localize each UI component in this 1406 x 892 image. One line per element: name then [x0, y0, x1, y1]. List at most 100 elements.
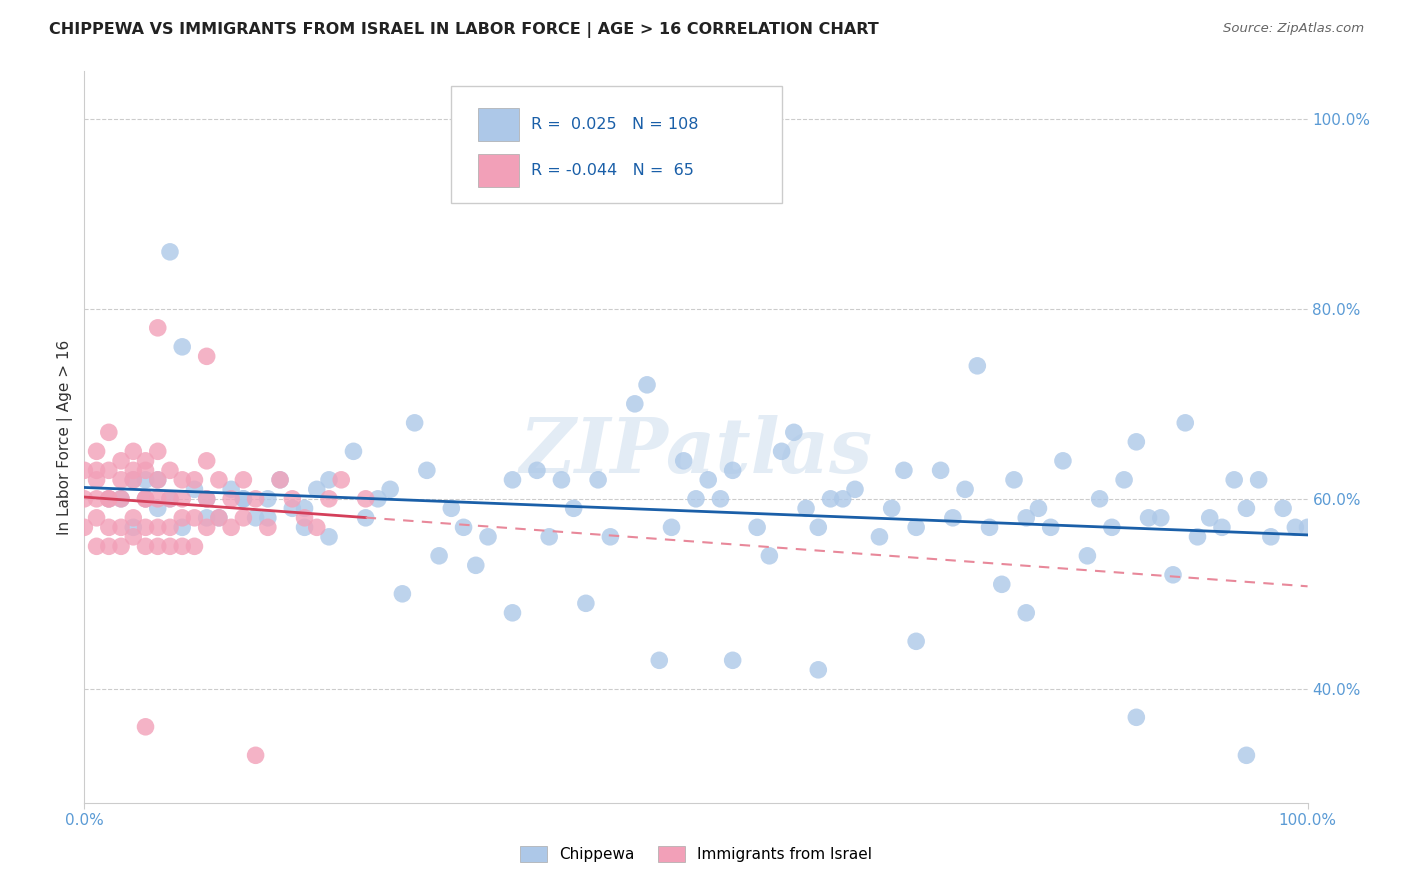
Point	[172, 511, 194, 525]
Point	[318, 473, 340, 487]
Point	[86, 491, 108, 506]
Point	[195, 520, 218, 534]
Point	[110, 520, 132, 534]
Point	[97, 425, 120, 440]
Point	[905, 520, 928, 534]
Point	[807, 520, 830, 534]
Point	[1223, 473, 1246, 487]
Point	[820, 491, 842, 506]
Point	[929, 463, 952, 477]
Point	[159, 244, 181, 259]
Point	[672, 454, 695, 468]
Point	[208, 473, 231, 487]
Point	[1015, 606, 1038, 620]
Text: R =  0.025   N = 108: R = 0.025 N = 108	[531, 117, 699, 131]
Point	[257, 511, 280, 525]
Point	[526, 463, 548, 477]
Point	[880, 501, 903, 516]
Point	[966, 359, 988, 373]
Point	[599, 530, 621, 544]
Point	[135, 491, 157, 506]
Point	[367, 491, 389, 506]
Point	[979, 520, 1001, 534]
Point	[232, 473, 254, 487]
Point	[318, 530, 340, 544]
Point	[550, 473, 572, 487]
Point	[648, 653, 671, 667]
Point	[1125, 434, 1147, 449]
Point	[538, 530, 561, 544]
Point	[122, 520, 145, 534]
Point	[721, 653, 744, 667]
Point	[1272, 501, 1295, 516]
Point	[416, 463, 439, 477]
Point	[464, 558, 486, 573]
Point	[146, 539, 169, 553]
FancyBboxPatch shape	[478, 108, 519, 141]
Point	[110, 539, 132, 553]
Text: Source: ZipAtlas.com: Source: ZipAtlas.com	[1223, 22, 1364, 36]
Point	[183, 511, 205, 525]
Point	[97, 491, 120, 506]
Point	[942, 511, 965, 525]
Point	[97, 491, 120, 506]
FancyBboxPatch shape	[451, 86, 782, 203]
Point	[1161, 567, 1184, 582]
Point	[122, 463, 145, 477]
Point	[869, 530, 891, 544]
Point	[427, 549, 450, 563]
Point	[281, 491, 304, 506]
Point	[232, 511, 254, 525]
Point	[195, 349, 218, 363]
Point	[135, 463, 157, 477]
Point	[440, 501, 463, 516]
Point	[110, 454, 132, 468]
Point	[172, 539, 194, 553]
Point	[183, 483, 205, 497]
Point	[831, 491, 853, 506]
Point	[453, 520, 475, 534]
Point	[135, 539, 157, 553]
Point	[86, 511, 108, 525]
Point	[1174, 416, 1197, 430]
Point	[73, 491, 96, 506]
Point	[159, 539, 181, 553]
Point	[195, 454, 218, 468]
Point	[208, 511, 231, 525]
Point	[245, 491, 267, 506]
Point	[1284, 520, 1306, 534]
Point	[1076, 549, 1098, 563]
Point	[305, 520, 328, 534]
Point	[195, 491, 218, 506]
Point	[146, 501, 169, 516]
Point	[1247, 473, 1270, 487]
Point	[404, 416, 426, 430]
Point	[86, 473, 108, 487]
Point	[905, 634, 928, 648]
Text: R = -0.044   N =  65: R = -0.044 N = 65	[531, 162, 693, 178]
Point	[73, 463, 96, 477]
Point	[281, 501, 304, 516]
Point	[159, 491, 181, 506]
Point	[97, 491, 120, 506]
Point	[562, 501, 585, 516]
Point	[122, 473, 145, 487]
Point	[110, 491, 132, 506]
Point	[269, 473, 291, 487]
Point	[1125, 710, 1147, 724]
Point	[502, 473, 524, 487]
Point	[294, 520, 316, 534]
Point	[1101, 520, 1123, 534]
Point	[195, 491, 218, 506]
Point	[697, 473, 720, 487]
Point	[991, 577, 1014, 591]
Point	[122, 511, 145, 525]
Point	[807, 663, 830, 677]
Point	[135, 491, 157, 506]
Point	[146, 321, 169, 335]
Point	[575, 596, 598, 610]
Point	[391, 587, 413, 601]
Point	[844, 483, 866, 497]
Point	[86, 463, 108, 477]
Point	[661, 520, 683, 534]
